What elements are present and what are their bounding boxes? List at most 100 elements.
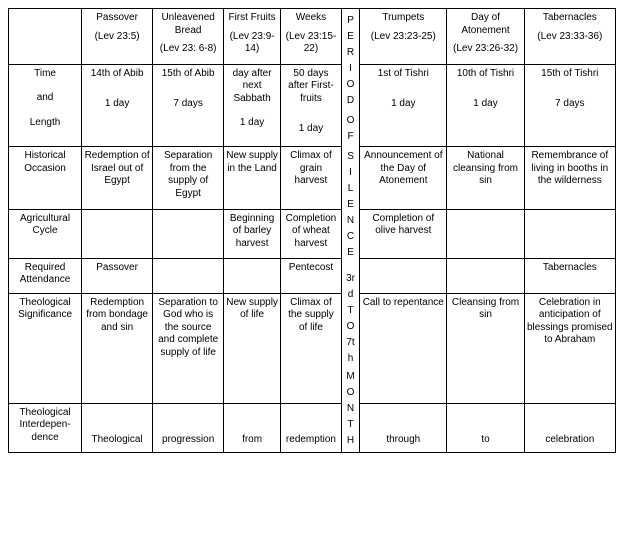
period-letter: I — [344, 165, 357, 181]
col-atonement: Day of Atonement (Lev 23:26-32) — [447, 9, 524, 65]
cell: Pentecost — [281, 258, 342, 293]
period-letter: F — [344, 129, 357, 145]
blank-corner — [9, 9, 82, 65]
row-interdependence: Theological Interdepen-dence Theological… — [9, 403, 616, 452]
col-name: Passover — [96, 12, 138, 23]
period-letter: S — [344, 149, 357, 165]
period-letter: L — [344, 181, 357, 197]
cell: redemption — [281, 403, 342, 452]
period-letter: R — [344, 45, 357, 61]
period-letter: 3rd — [344, 271, 357, 303]
col-ref: (Lev 23:26-32) — [453, 43, 518, 54]
row-label: Historical Occasion — [9, 147, 82, 210]
cell-top: 10th of Tishri — [457, 68, 514, 79]
cell-top: 50 days after First-fruits — [288, 68, 334, 104]
cell — [82, 209, 153, 258]
row-label: Agricultural Cycle — [9, 209, 82, 258]
cell — [360, 258, 447, 293]
cell: Announcement of the Day of Atonement — [360, 147, 447, 210]
cell: Climax of grain harvest — [281, 147, 342, 210]
col-passover: Passover (Lev 23:5) — [82, 9, 153, 65]
cell: Redemption from bondage and sin — [82, 293, 153, 403]
cell — [153, 258, 224, 293]
cell: through — [360, 403, 447, 452]
cell: Remembrance of living in booths in the w… — [524, 147, 615, 210]
period-of-silence-column: P E R I O D O F S I L E N C E 3rd TO 7th… — [341, 9, 359, 453]
period-letter: I — [344, 61, 357, 77]
period-letter: T — [344, 417, 357, 433]
cell-bot: 1 day — [105, 98, 129, 109]
cell — [153, 209, 224, 258]
col-name: Weeks — [296, 12, 326, 23]
cell: Cleansing from sin — [447, 293, 524, 403]
row-attendance: Required Attendance Passover Pentecost T… — [9, 258, 616, 293]
cell — [524, 209, 615, 258]
col-name: First Fruits — [228, 12, 275, 23]
cell — [447, 209, 524, 258]
col-name: Day of Atonement — [461, 12, 509, 36]
label-text: and — [37, 92, 54, 103]
cell — [224, 258, 281, 293]
cell: New supply of life — [224, 293, 281, 403]
col-ref: (Lev 23:33-36) — [537, 31, 602, 42]
period-letter: O — [344, 77, 357, 93]
cell: National cleansing from sin — [447, 147, 524, 210]
cell-bot: 7 days — [555, 98, 584, 109]
cell-bot: 7 days — [173, 98, 202, 109]
period-letter: TO — [344, 303, 357, 335]
cell: Passover — [82, 258, 153, 293]
cell: Redemption of Israel out of Egypt — [82, 147, 153, 210]
col-ref: (Lev 23:15-22) — [286, 31, 337, 55]
col-unleavened: Unleavened Bread (Lev 23: 6-8) — [153, 9, 224, 65]
cell: from — [224, 403, 281, 452]
col-name: Trumpets — [382, 12, 424, 23]
cell-top: 1st of Tishri — [378, 68, 429, 79]
row-label: Theological Significance — [9, 293, 82, 403]
cell-bot: 1 day — [391, 98, 415, 109]
cell: 14th of Abib 1 day — [82, 64, 153, 147]
col-ref: (Lev 23:9-14) — [230, 31, 275, 55]
cell: 50 days after First-fruits 1 day — [281, 64, 342, 147]
cell-bot: 1 day — [240, 117, 264, 128]
period-letter: M — [344, 369, 357, 385]
cell: day after next Sabbath1 day — [224, 64, 281, 147]
period-letter: N — [344, 401, 357, 417]
period-letter: N — [344, 213, 357, 229]
cell-top: 14th of Abib — [91, 68, 144, 79]
cell-bot: 1 day — [473, 98, 497, 109]
row-occasion: Historical Occasion Redemption of Israel… — [9, 147, 616, 210]
row-label: Required Attendance — [9, 258, 82, 293]
period-letter: E — [344, 29, 357, 45]
col-tabernacles: Tabernacles (Lev 23:33-36) — [524, 9, 615, 65]
cell: Tabernacles — [524, 258, 615, 293]
cell: Separation to God who is the source and … — [153, 293, 224, 403]
cell: Beginning of barley harvest — [224, 209, 281, 258]
cell — [447, 258, 524, 293]
cell-top: 15th of Abib — [162, 68, 215, 79]
period-letter: C — [344, 229, 357, 245]
row-agri: Agricultural Cycle Beginning of barley h… — [9, 209, 616, 258]
row-time-label: Time and Length — [9, 64, 82, 147]
period-letter: P — [344, 13, 357, 29]
period-letter: O — [344, 385, 357, 401]
cell: Completion of wheat harvest — [281, 209, 342, 258]
period-letter: E — [344, 245, 357, 261]
label-text: Time — [34, 68, 56, 79]
cell-bot: 1 day — [299, 123, 323, 134]
cell: Completion of olive harvest — [360, 209, 447, 258]
cell: Separation from the supply of Egypt — [153, 147, 224, 210]
header-row: Passover (Lev 23:5) Unleavened Bread (Le… — [9, 9, 616, 65]
col-name: Unleavened Bread — [161, 12, 214, 36]
col-firstfruits: First Fruits (Lev 23:9-14) — [224, 9, 281, 65]
col-trumpets: Trumpets (Lev 23:23-25) — [360, 9, 447, 65]
cell: Theological — [82, 403, 153, 452]
cell-top: 15th of Tishri — [541, 68, 598, 79]
col-ref: (Lev 23:5) — [95, 31, 140, 42]
row-label: Theological Interdepen-dence — [9, 403, 82, 452]
cell: progression — [153, 403, 224, 452]
cell: 15th of Tishri 7 days — [524, 64, 615, 147]
period-letter: E — [344, 197, 357, 213]
feasts-table: Passover (Lev 23:5) Unleavened Bread (Le… — [8, 8, 616, 453]
row-time: Time and Length 14th of Abib 1 day 15th o… — [9, 64, 616, 147]
cell: 15th of Abib 7 days — [153, 64, 224, 147]
